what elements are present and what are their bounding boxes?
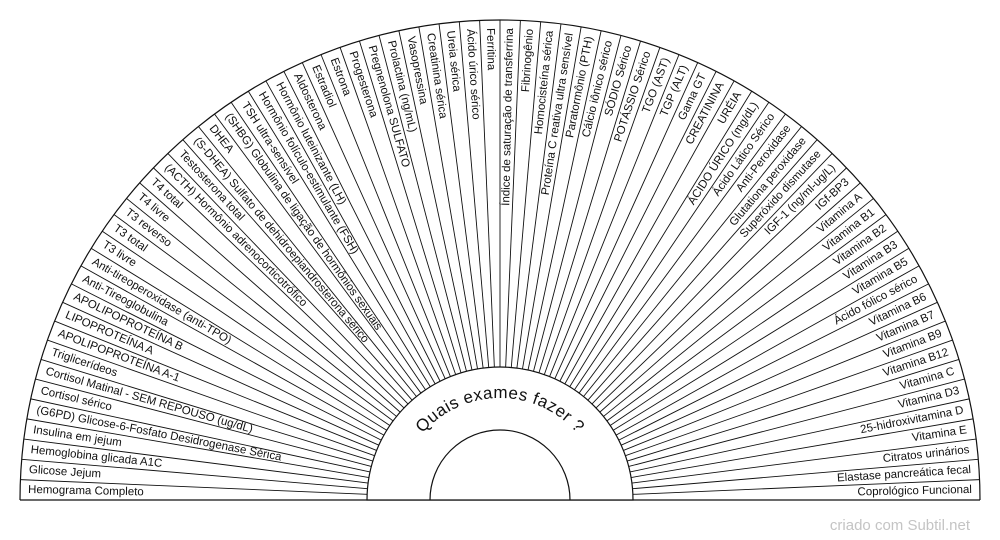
spoke-line [301,62,446,379]
exam-label: Elastase pancreática fecal [837,464,972,485]
exam-label: Glicose Jejum [29,464,102,481]
spoke-line [71,283,382,441]
spoke-line [609,230,898,426]
spoke-line [618,283,929,441]
spoke-line [599,182,861,413]
spoke-line [629,398,970,473]
spoke-line [126,198,397,417]
spoke-line [543,47,661,375]
spoke-line [35,378,372,467]
spoke-line [554,62,699,379]
spoke-line [247,91,431,387]
spoke-line [583,126,802,397]
spoke-line [549,54,680,377]
spoke-line [628,378,965,467]
spoke-line [632,458,979,490]
exam-label: Ácido úrico sérico [464,29,483,120]
spoke-line [113,214,394,422]
spoke-line [265,80,436,385]
spoke-line [559,71,717,382]
spoke-line [182,139,413,401]
spoke-line [139,182,401,413]
spoke-line [21,458,368,490]
spoke-line [198,126,417,397]
exam-label: Índice de saturação de transferrina [499,27,516,206]
spoke-line [623,320,946,451]
spoke-line [522,26,582,369]
spoke-line [606,214,887,422]
spoke-line [339,47,457,375]
spoke-line [625,339,953,457]
spoke-line [538,40,641,373]
spoke-line [102,230,391,426]
spoke-line [62,301,379,446]
spoke-line [527,30,602,371]
spoke-line [91,247,387,431]
spoke-line [591,153,833,405]
exam-label: Fibrinogênio [520,29,536,93]
spoke-line [40,359,373,462]
spoke-line [398,30,473,371]
spoke-line [458,21,490,368]
spoke-line [621,301,938,446]
spoke-line [574,102,770,391]
spoke-line [167,153,409,405]
spoke-line [438,23,484,369]
spoke-line [505,20,521,368]
spoke-line [54,320,377,451]
spoke-line [510,21,542,368]
fan-center: Quais exames fazer ? [366,366,634,501]
credit-text: criado com Subtil.net [829,517,970,534]
exam-label: Ferritina [484,28,497,71]
spoke-line [320,54,451,377]
spoke-line [80,265,385,436]
spoke-line [20,479,368,495]
fan-spokes [19,19,981,501]
spoke-line [378,35,467,372]
spoke-line [533,35,622,372]
spoke-line [479,20,495,368]
spoke-line [153,167,405,409]
spoke-line [632,479,980,495]
exam-label: Creatinina sérica [424,32,449,120]
spoke-line [627,359,960,462]
spoke-line [631,438,977,484]
spoke-line [603,198,874,417]
center-hole [429,429,571,501]
spoke-line [30,398,371,473]
spoke-line [564,80,735,385]
spoke-line [613,247,909,431]
spoke-line [230,102,426,391]
spoke-line [418,26,478,369]
spoke-line [283,71,441,382]
spoke-line [214,113,422,394]
exam-label: Hemograma Completo [28,484,144,498]
spoke-line [615,265,920,436]
spoke-line [23,438,369,484]
spoke-line [26,418,369,478]
exam-label: Citratos urinários [882,444,970,465]
spoke-line [631,418,974,478]
spoke-line [359,40,462,373]
exam-label: Coprológico Funcional [857,484,972,498]
spoke-line [569,91,753,387]
spoke-line [516,23,562,369]
inner-hub [366,366,634,501]
spoke-line [587,139,818,401]
spoke-line [47,339,375,457]
spoke-line [595,167,847,409]
spoke-line [578,113,786,394]
